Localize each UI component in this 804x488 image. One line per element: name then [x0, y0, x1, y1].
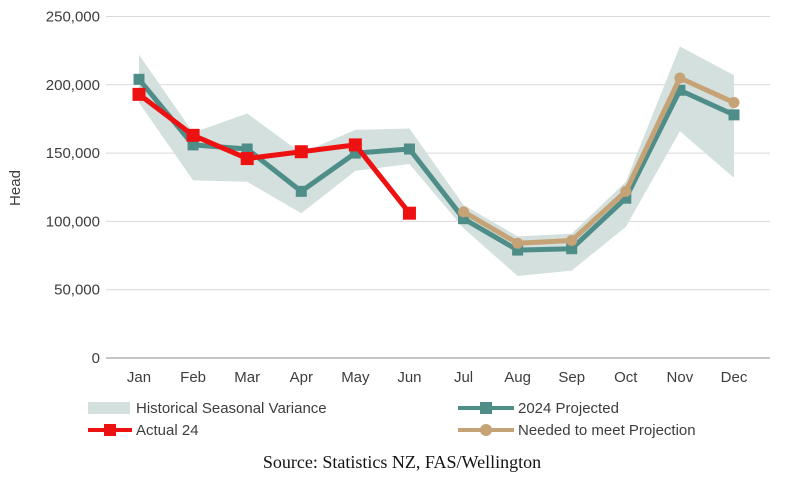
y-tick-label: 200,000	[46, 77, 100, 94]
actual-line-swatch-icon	[88, 424, 132, 436]
projected-line-marker	[241, 143, 253, 155]
needed-line-marker	[512, 237, 524, 249]
projected-line-swatch-icon	[458, 402, 514, 414]
projected-line-marker	[349, 147, 361, 159]
legend-label-projected: 2024 Projected	[518, 399, 619, 417]
needed-line-swatch-icon	[458, 424, 514, 436]
x-tick-label: Apr	[290, 369, 313, 386]
actual-line-marker	[402, 206, 416, 220]
legend-item-needed: Needed to meet Projection	[458, 421, 696, 439]
variance-band-swatch-icon	[88, 402, 130, 414]
legend-item-variance: Historical Seasonal Variance	[88, 399, 327, 417]
y-axis-title: Head	[7, 170, 24, 206]
projected-line-marker	[295, 185, 307, 197]
actual-line-marker	[348, 138, 362, 152]
x-tick-label: Mar	[234, 369, 260, 386]
y-tick-label: 50,000	[54, 282, 100, 299]
source-caption: Source: Statistics NZ, FAS/Wellington	[262, 452, 542, 472]
y-tick-label: 250,000	[46, 9, 100, 26]
projected-line	[137, 77, 736, 253]
x-tick-label: May	[341, 369, 370, 386]
projected-line-marker	[133, 73, 145, 85]
needed-line-marker	[674, 72, 686, 84]
projected-line-marker	[403, 143, 415, 155]
x-tick-label: Oct	[614, 369, 638, 386]
chart-canvas: 0 50,000 100,000 150,000 200,000 250,000 Jan Fe…	[7, 9, 770, 386]
actual-line-marker	[240, 152, 254, 166]
projected-line-marker	[187, 139, 199, 151]
variance-band	[139, 46, 734, 277]
y-tick-label: 0	[92, 350, 100, 367]
projected-line-marker	[512, 244, 524, 256]
legend-label-actual: Actual 24	[136, 421, 199, 439]
legend-item-projected: 2024 Projected	[458, 399, 619, 417]
actual-line	[137, 92, 412, 215]
x-tick-label: Jul	[454, 369, 473, 386]
actual-line-marker	[186, 128, 200, 142]
projected-line-marker	[566, 243, 578, 255]
needed-line-marker	[728, 97, 740, 109]
x-tick-label: Sep	[558, 369, 585, 386]
actual-line-marker	[132, 87, 146, 101]
y-tick-label: 150,000	[46, 145, 100, 162]
projected-line-marker	[458, 213, 470, 225]
projected-line-marker	[674, 84, 686, 96]
legend-label-needed: Needed to meet Projection	[518, 421, 696, 439]
x-tick-label: Jan	[127, 369, 151, 386]
x-tick-label: Nov	[667, 369, 694, 386]
needed-line-marker	[458, 206, 470, 218]
projected-line-marker	[728, 109, 740, 121]
legend-label-variance: Historical Seasonal Variance	[136, 399, 327, 417]
actual-line-marker	[294, 145, 308, 159]
needed-line-marker	[620, 185, 632, 197]
projected-line-marker	[620, 192, 632, 204]
x-tick-label: Dec	[721, 369, 748, 386]
x-tick-label: Aug	[504, 369, 531, 386]
needed-line-marker	[566, 235, 578, 247]
x-tick-label: Feb	[180, 369, 206, 386]
legend-item-actual: Actual 24	[88, 421, 199, 439]
x-tick-label: Jun	[397, 369, 421, 386]
y-tick-label: 100,000	[46, 213, 100, 230]
needed-line	[462, 75, 736, 246]
